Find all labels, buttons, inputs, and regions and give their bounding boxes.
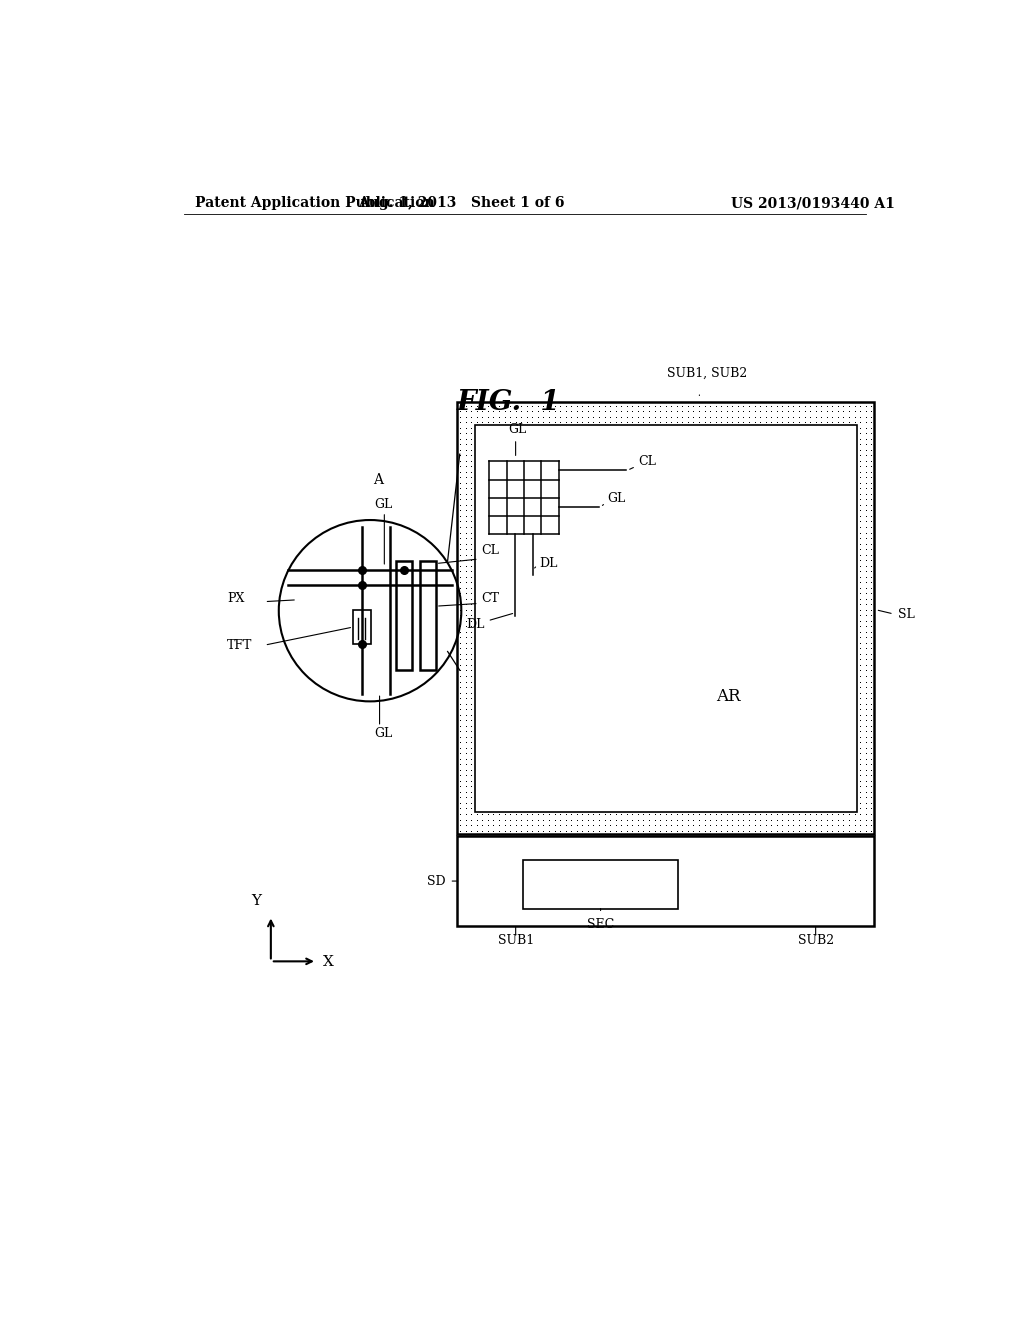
- Text: Y: Y: [252, 895, 261, 908]
- Bar: [396, 561, 412, 669]
- Text: GL: GL: [374, 498, 392, 511]
- Text: SUB2: SUB2: [798, 935, 834, 946]
- Text: PX: PX: [227, 591, 245, 605]
- Text: SUB1, SUB2: SUB1, SUB2: [668, 367, 748, 380]
- Text: X: X: [324, 956, 334, 969]
- Text: DL: DL: [467, 618, 485, 631]
- Text: Patent Application Publication: Patent Application Publication: [196, 197, 435, 210]
- Text: AR: AR: [716, 688, 740, 705]
- Text: CL: CL: [638, 455, 656, 469]
- Text: SL: SL: [898, 609, 914, 622]
- Bar: [420, 561, 436, 669]
- Text: SEC: SEC: [587, 917, 614, 931]
- Text: GL: GL: [508, 422, 526, 436]
- Bar: [523, 859, 678, 908]
- Text: CT: CT: [481, 591, 499, 605]
- Bar: [353, 610, 371, 644]
- Text: FIG.  1: FIG. 1: [457, 389, 561, 416]
- Text: CL: CL: [481, 544, 499, 557]
- Text: GL: GL: [374, 727, 392, 741]
- Text: DL: DL: [539, 557, 557, 570]
- Text: Aug. 1, 2013   Sheet 1 of 6: Aug. 1, 2013 Sheet 1 of 6: [358, 197, 564, 210]
- Text: TFT: TFT: [227, 639, 253, 652]
- Text: SUB1: SUB1: [498, 935, 534, 946]
- Bar: [458, 837, 873, 925]
- Text: US 2013/0193440 A1: US 2013/0193440 A1: [731, 197, 895, 210]
- Text: SD: SD: [427, 875, 445, 887]
- Text: A: A: [373, 474, 383, 487]
- Bar: [458, 403, 873, 834]
- Bar: [475, 425, 856, 812]
- Text: GL: GL: [607, 492, 626, 506]
